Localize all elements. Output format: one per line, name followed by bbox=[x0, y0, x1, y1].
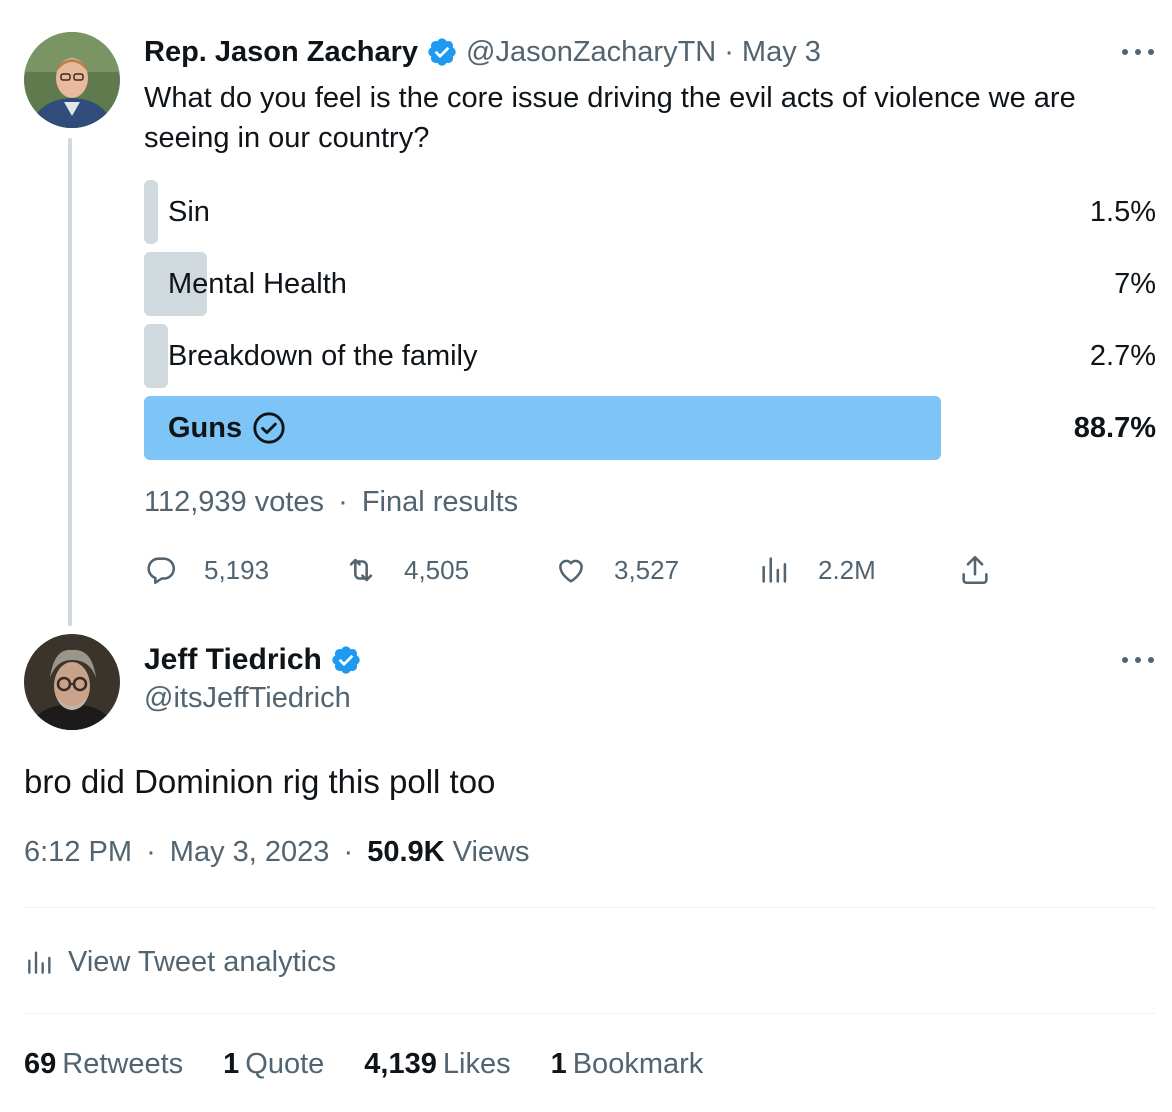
poll-option-percent: 88.7% bbox=[1073, 412, 1156, 444]
bookmarks-stat[interactable]: 1 Bookmark bbox=[551, 1048, 704, 1081]
retweets-label: Retweets bbox=[62, 1048, 184, 1080]
likes-count: 4,139 bbox=[364, 1048, 437, 1080]
poll-option-guns: Guns 88.7% bbox=[144, 396, 1156, 460]
author-handle[interactable]: @JasonZacharyTN bbox=[466, 35, 717, 68]
reply-icon bbox=[147, 557, 176, 585]
tweet-timestamp-row: 6:12 PM · May 3, 2023 · 50.9K Views bbox=[24, 836, 530, 869]
views-chart-icon bbox=[762, 557, 787, 583]
avatar-jason-zachary[interactable] bbox=[24, 32, 120, 128]
analytics-label: View Tweet analytics bbox=[68, 945, 337, 978]
poll-bar-winner bbox=[144, 396, 941, 460]
poll-meta-separator: · bbox=[338, 486, 348, 518]
quotes-label: Quote bbox=[245, 1048, 325, 1080]
like-count: 3,527 bbox=[614, 554, 680, 585]
poll-option-sin: Sin 1.5% bbox=[144, 180, 1156, 244]
poll-option-breakdown-of-family: Breakdown of the family 2.7% bbox=[144, 324, 1156, 388]
author-name[interactable]: Jeff Tiedrich bbox=[144, 643, 322, 676]
like-button[interactable]: 3,527 bbox=[554, 550, 679, 590]
verified-badge-icon bbox=[332, 646, 360, 674]
poll-option-percent: 2.7% bbox=[1089, 340, 1156, 372]
poll-option-label: Mental Health bbox=[168, 268, 347, 300]
meta-separator: · bbox=[146, 836, 156, 868]
tweet-time[interactable]: 6:12 PM bbox=[24, 836, 132, 868]
verified-badge-icon bbox=[428, 38, 456, 66]
likes-stat[interactable]: 4,139 Likes bbox=[364, 1048, 510, 1081]
engagement-stats: 69 Retweets 1 Quote 4,139 Likes 1 Bookmark bbox=[24, 1048, 743, 1081]
divider bbox=[24, 907, 1156, 908]
poll-option-percent: 7% bbox=[1114, 268, 1156, 300]
poll-votes: 112,939 votes bbox=[144, 486, 325, 518]
likes-label: Likes bbox=[442, 1048, 511, 1080]
divider bbox=[24, 1013, 1156, 1014]
winner-check-icon bbox=[253, 412, 285, 444]
retweet-button[interactable]: 4,505 bbox=[344, 550, 469, 590]
author-name[interactable]: Rep. Jason Zachary bbox=[144, 35, 418, 68]
poll-bar bbox=[144, 180, 158, 244]
poll-option-label: Sin bbox=[168, 196, 210, 228]
retweet-count: 4,505 bbox=[404, 554, 470, 585]
retweet-icon bbox=[349, 558, 373, 582]
share-button[interactable] bbox=[958, 550, 1018, 590]
poll-status: Final results bbox=[361, 486, 519, 518]
quotes-stat[interactable]: 1 Quote bbox=[223, 1048, 324, 1081]
poll-option-percent: 1.5% bbox=[1089, 196, 1156, 228]
quotes-count: 1 bbox=[223, 1048, 240, 1080]
poll-bar bbox=[144, 324, 168, 388]
reply-button[interactable]: 5,193 bbox=[144, 550, 269, 590]
analytics-chart-icon bbox=[28, 951, 51, 974]
thread-connector-line bbox=[68, 138, 72, 626]
tweet-date[interactable]: May 3, 2023 bbox=[169, 836, 330, 868]
view-tweet-analytics-link[interactable]: View Tweet analytics bbox=[24, 940, 336, 984]
retweets-count: 69 bbox=[24, 1048, 57, 1080]
avatar-jeff-tiedrich[interactable] bbox=[24, 634, 120, 730]
main-tweet-text: bro did Dominion rig this poll too bbox=[24, 763, 496, 800]
quoted-tweet-text: What do you feel is the core issue drivi… bbox=[144, 82, 1076, 154]
views-label: Views bbox=[452, 836, 530, 868]
poll-option-label: Breakdown of the family bbox=[168, 340, 478, 372]
retweets-stat[interactable]: 69 Retweets bbox=[24, 1048, 183, 1081]
poll-meta: 112,939 votes · Final results bbox=[144, 486, 518, 519]
views-button[interactable]: 2.2M bbox=[758, 550, 876, 590]
bookmarks-label: Bookmark bbox=[572, 1048, 704, 1080]
bookmarks-count: 1 bbox=[550, 1048, 567, 1080]
more-options-icon[interactable] bbox=[1122, 45, 1154, 59]
poll-option-label: Guns bbox=[168, 396, 286, 460]
more-options-icon[interactable] bbox=[1122, 653, 1154, 667]
quoted-tweet-header: Rep. Jason Zachary @JasonZacharyTN · May… bbox=[144, 32, 821, 72]
poll-option-mental-health: Mental Health 7% bbox=[144, 252, 1156, 316]
share-icon bbox=[962, 555, 988, 585]
meta-separator: · bbox=[343, 836, 354, 868]
main-author-row: Jeff Tiedrich bbox=[144, 640, 370, 680]
heart-icon bbox=[559, 559, 583, 583]
views-count: 2.2M bbox=[818, 554, 876, 585]
date-separator: · bbox=[724, 35, 734, 68]
reply-count: 5,193 bbox=[204, 554, 270, 585]
poll-bar bbox=[144, 252, 207, 316]
views-count: 50.9K bbox=[367, 836, 445, 868]
poll-option-label-text: Guns bbox=[168, 412, 243, 444]
author-handle[interactable]: @itsJeffTiedrich bbox=[144, 682, 351, 714]
tweet-date[interactable]: May 3 bbox=[741, 35, 821, 68]
